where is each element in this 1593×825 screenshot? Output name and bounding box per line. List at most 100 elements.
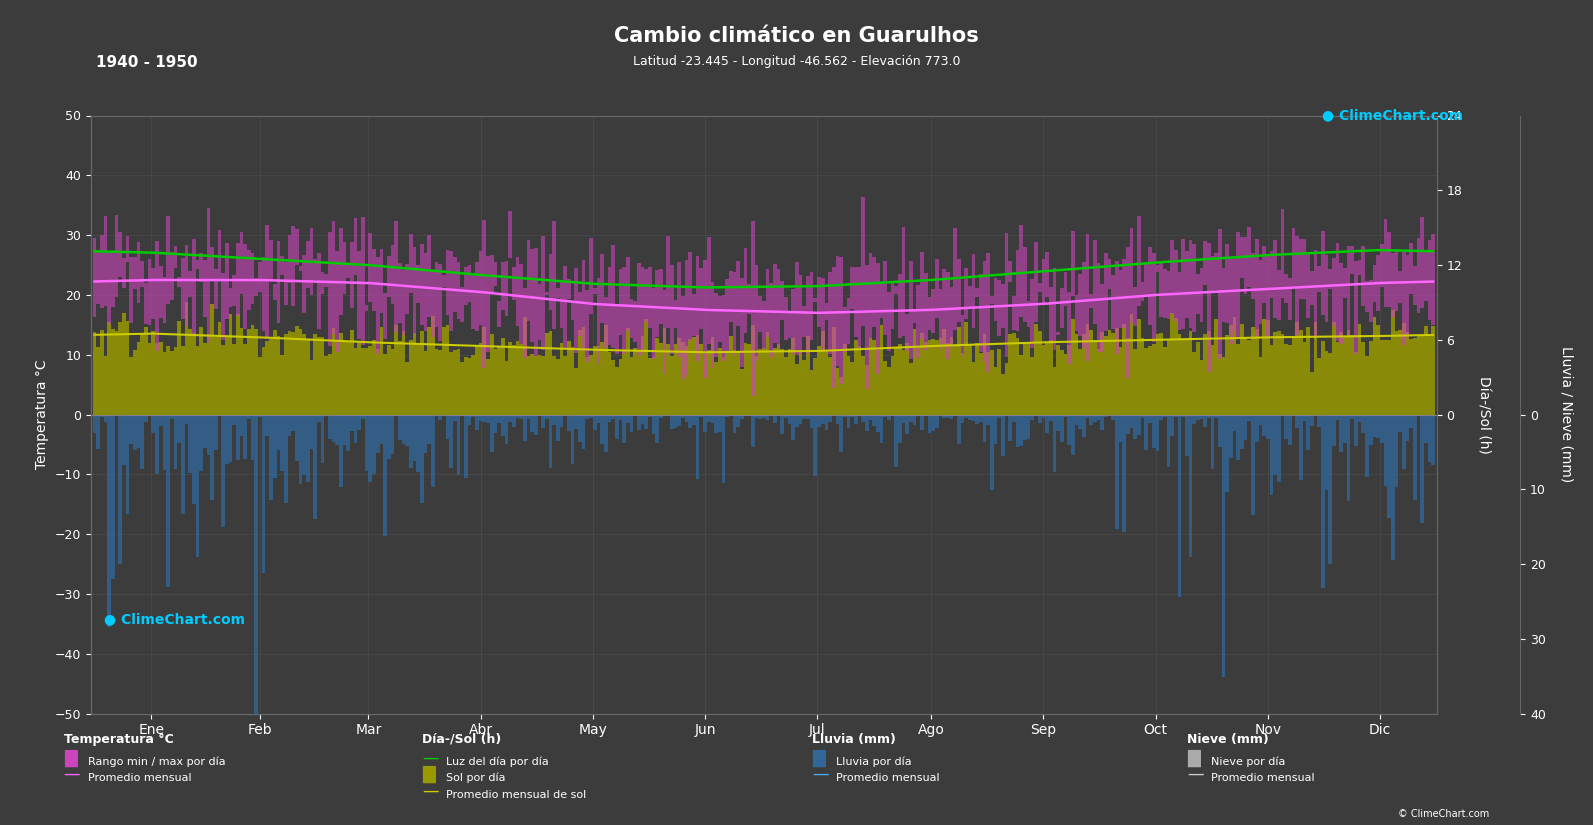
Bar (1185, 251, 1188, 318)
Bar (1000, 374, 1005, 414)
Bar (902, 351, 905, 414)
Bar (1270, 345, 1273, 414)
Bar (365, 305, 368, 311)
Bar (910, 414, 913, 422)
Bar (519, 414, 523, 419)
Bar (784, 414, 789, 417)
Bar (306, 414, 309, 482)
Bar (207, 334, 210, 414)
Bar (898, 344, 902, 414)
Bar (1070, 319, 1075, 414)
Bar (905, 342, 910, 414)
Bar (449, 351, 452, 414)
Bar (1059, 351, 1064, 414)
Bar (155, 241, 159, 351)
Text: —: — (422, 781, 438, 799)
Bar (314, 334, 317, 414)
Bar (143, 328, 148, 414)
Bar (986, 352, 989, 414)
Bar (1284, 344, 1287, 414)
Bar (272, 414, 277, 478)
Bar (545, 292, 548, 295)
Bar (303, 333, 306, 414)
Bar (1399, 330, 1402, 414)
Bar (1421, 217, 1424, 309)
Bar (938, 337, 941, 414)
Bar (814, 358, 817, 414)
Bar (1020, 355, 1023, 414)
Bar (964, 323, 969, 414)
Bar (626, 414, 629, 423)
Bar (769, 414, 773, 416)
Bar (957, 328, 961, 414)
Bar (766, 414, 769, 420)
Bar (854, 414, 857, 424)
Bar (932, 289, 935, 332)
Bar (1096, 263, 1101, 352)
Bar (789, 414, 792, 424)
Bar (387, 346, 390, 414)
Bar (1343, 414, 1346, 443)
Bar (921, 252, 924, 339)
Bar (612, 414, 615, 419)
Bar (1309, 372, 1314, 414)
Bar (1306, 414, 1309, 450)
Bar (567, 341, 570, 414)
Bar (104, 414, 107, 422)
Bar (350, 414, 354, 431)
Bar (288, 331, 292, 414)
Bar (1362, 342, 1365, 414)
Bar (320, 337, 325, 414)
Bar (457, 262, 460, 319)
Bar (288, 235, 292, 283)
Bar (781, 280, 784, 320)
Bar (137, 342, 140, 414)
Bar (1255, 239, 1258, 337)
Bar (1207, 414, 1211, 418)
Bar (578, 292, 581, 336)
Bar (1380, 341, 1384, 414)
Bar (545, 414, 548, 419)
Bar (806, 414, 809, 419)
Bar (446, 414, 449, 439)
Bar (718, 414, 722, 431)
Bar (350, 242, 354, 308)
Bar (725, 414, 730, 417)
Bar (916, 347, 921, 414)
Text: █: █ (422, 765, 435, 783)
Bar (975, 288, 980, 297)
Text: █: █ (812, 748, 825, 766)
Bar (472, 356, 475, 414)
Bar (1376, 414, 1380, 438)
Bar (1402, 250, 1405, 345)
Bar (1008, 414, 1012, 441)
Bar (755, 414, 758, 417)
Bar (401, 270, 405, 335)
Bar (1090, 330, 1093, 414)
Bar (1351, 414, 1354, 419)
Bar (1203, 414, 1207, 427)
Bar (475, 262, 479, 331)
Bar (677, 338, 682, 414)
Bar (379, 414, 384, 444)
Text: —: — (422, 748, 438, 766)
Bar (362, 414, 365, 419)
Bar (511, 414, 516, 427)
Bar (879, 414, 884, 443)
Bar (1421, 414, 1424, 523)
Bar (777, 344, 781, 414)
Bar (468, 414, 472, 425)
Bar (972, 254, 975, 328)
Bar (578, 414, 581, 442)
Bar (798, 350, 803, 414)
Bar (1064, 414, 1067, 417)
Bar (640, 414, 644, 424)
Bar (1149, 414, 1152, 423)
Bar (1045, 342, 1048, 414)
Bar (946, 343, 949, 414)
Bar (736, 261, 739, 326)
Bar (424, 414, 427, 454)
Bar (527, 356, 530, 414)
Bar (92, 414, 96, 433)
Bar (725, 351, 730, 414)
